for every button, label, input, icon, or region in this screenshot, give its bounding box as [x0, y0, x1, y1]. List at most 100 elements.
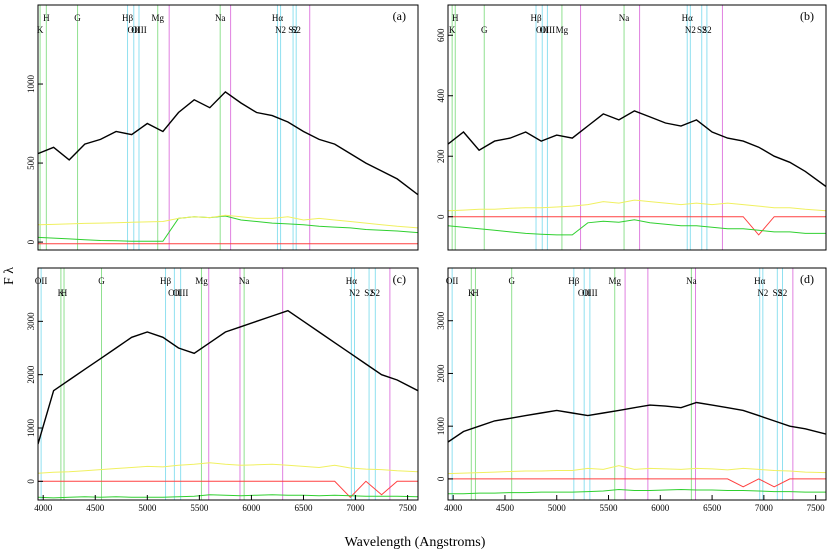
line-label: N2	[757, 288, 768, 298]
x-tick-label: 6500	[703, 503, 722, 513]
line-label: Hβ	[568, 276, 579, 286]
y-tick-label: 0	[26, 479, 36, 484]
line-label: Hβ	[160, 276, 171, 286]
spectrum	[38, 494, 418, 499]
spectrum	[448, 488, 826, 495]
line-label: G	[74, 13, 81, 23]
line-label: Mg	[608, 276, 621, 286]
line-label: OII	[35, 276, 48, 286]
panel-label: (a)	[393, 9, 406, 23]
x-tick-label: 6000	[242, 503, 261, 513]
panel-label: (c)	[393, 272, 406, 286]
panel-label: (b)	[800, 9, 814, 23]
x-tick-label: 4500	[496, 503, 515, 513]
panel-label: (d)	[800, 272, 814, 286]
x-tick-label: 6000	[651, 503, 670, 513]
line-label: H	[43, 13, 50, 23]
line-label: OIII	[131, 25, 147, 35]
panel: OII H G Hβ OII Na Hα S2 K OIII Mg N2 S2 0 1000 2000 3000…	[26, 267, 419, 513]
line-label: Hα	[754, 276, 765, 286]
x-axis-label: Wavelength (Angstroms)	[345, 535, 486, 550]
spectrum	[38, 215, 418, 242]
y-tick-label: 3000	[436, 311, 446, 330]
x-tick-label: 7500	[399, 503, 418, 513]
line-label: Hα	[272, 13, 283, 23]
x-tick-label: 7000	[755, 503, 774, 513]
y-tick-label: 0	[436, 214, 446, 219]
line-label: OII	[446, 276, 459, 286]
spectrum	[448, 401, 826, 443]
line-label: G	[98, 276, 105, 286]
plot-area	[38, 268, 418, 500]
line-label: S2	[702, 25, 712, 35]
y-tick-label: 0	[26, 239, 36, 244]
y-tick-label: 1000	[436, 417, 446, 436]
line-label: Mg	[556, 25, 569, 35]
spectrum	[38, 214, 418, 229]
line-label: Hα	[682, 13, 693, 23]
spectrum	[448, 216, 826, 236]
line-label: OIII	[540, 25, 556, 35]
line-label: S2	[291, 25, 301, 35]
spectrum	[448, 199, 826, 212]
y-tick-label: 2000	[26, 365, 36, 384]
y-tick-label: 1000	[26, 75, 36, 94]
line-label: S2	[778, 288, 788, 298]
line-label: Na	[239, 276, 250, 286]
line-label: K	[58, 288, 65, 298]
plot-area	[448, 268, 826, 500]
y-tick-label: 0	[436, 476, 446, 481]
line-label: H	[452, 13, 459, 23]
line-label: Na	[215, 13, 226, 23]
spectrum	[38, 309, 418, 445]
line-label: OII	[168, 288, 181, 298]
line-label: Na	[619, 13, 630, 23]
line-label: Hα	[346, 276, 357, 286]
panel-frame	[37, 267, 419, 501]
spectrum	[38, 480, 418, 499]
spectrum	[448, 219, 826, 236]
line-label: Hβ	[122, 13, 133, 23]
y-tick-label: 400	[436, 88, 446, 102]
line-label: S2	[364, 288, 374, 298]
y-tick-label: 2000	[436, 364, 446, 383]
line-label: OIII	[582, 288, 598, 298]
spectrum	[38, 462, 418, 474]
x-tick-label: 5000	[138, 503, 157, 513]
line-label: S2	[288, 25, 298, 35]
panel: OII H G Hβ OII Na Hα S2 K OIII Mg N2 S2 0 1000 2000 3000…	[436, 267, 827, 513]
x-tick-label: 4000	[444, 503, 463, 513]
line-label: K	[449, 25, 456, 35]
line-label: N2	[349, 288, 360, 298]
panel-frame	[447, 4, 827, 251]
line-label: Na	[686, 276, 697, 286]
x-tick-label: 5500	[190, 503, 209, 513]
x-tick-label: 6500	[294, 503, 313, 513]
y-tick-label: 200	[436, 149, 446, 163]
line-label: OIII	[173, 288, 189, 298]
line-label: S2	[773, 288, 783, 298]
line-label: H	[472, 288, 479, 298]
line-label: G	[508, 276, 515, 286]
line-label: OII	[128, 25, 141, 35]
line-label: Mg	[151, 13, 164, 23]
x-tick-label: 4000	[34, 503, 53, 513]
line-label: K	[37, 25, 44, 35]
plot-area	[448, 5, 826, 250]
line-label: K	[468, 288, 475, 298]
x-tick-label: 5000	[548, 503, 567, 513]
plot-area	[38, 5, 418, 250]
x-tick-label: 7500	[807, 503, 826, 513]
spectrum	[38, 90, 418, 196]
y-tick-label: 500	[26, 156, 36, 170]
line-label: OII	[578, 288, 591, 298]
spectrum	[448, 465, 826, 475]
x-tick-label: 7000	[347, 503, 366, 513]
y-tick-label: 3000	[26, 312, 36, 331]
spectrum	[448, 478, 826, 488]
y-tick-label: 1000	[26, 419, 36, 438]
panel-frame	[37, 4, 419, 251]
